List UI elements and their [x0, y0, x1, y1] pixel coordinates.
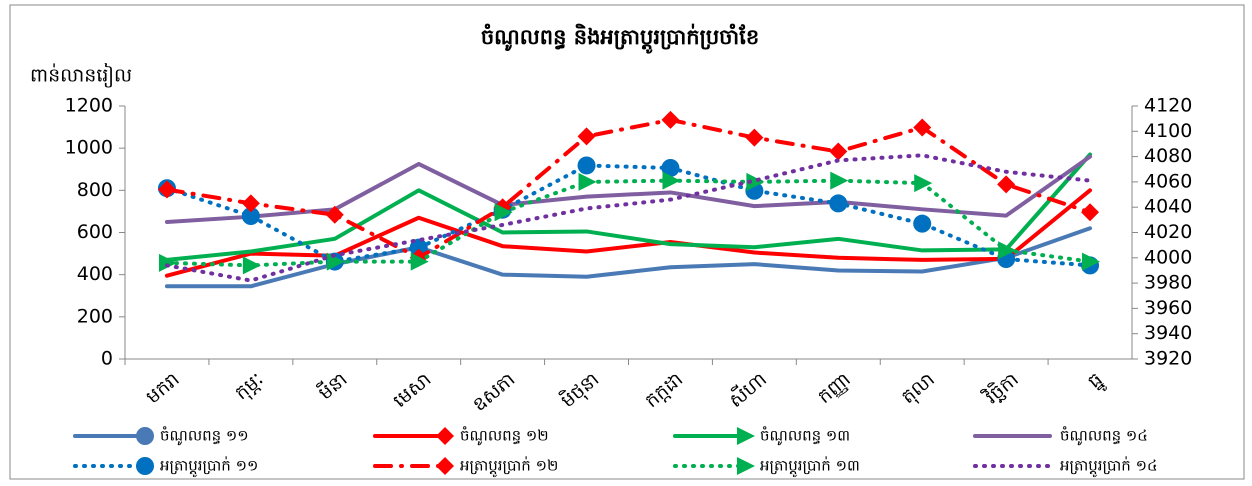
- legend-label: អត្រាប្តូរប្រាក់ ១២: [460, 456, 558, 478]
- marker: [577, 127, 596, 146]
- marker: [436, 457, 454, 475]
- series-line: [164, 153, 1093, 283]
- marker: [136, 427, 154, 445]
- marker: [494, 203, 513, 222]
- marker: [242, 256, 261, 275]
- legend-label: ចំណូលពន្ធ ១៣: [760, 426, 850, 446]
- y2-tick-label: 3960: [1144, 297, 1192, 319]
- y-tick-label: 600: [77, 221, 113, 243]
- marker: [737, 457, 755, 475]
- series-line: [164, 188, 1093, 278]
- marker: [661, 110, 680, 129]
- series-line: [164, 154, 1093, 224]
- marker: [913, 214, 932, 233]
- series-line: [164, 163, 1093, 268]
- marker: [436, 427, 454, 445]
- marker: [661, 158, 680, 177]
- y-tick-label: 800: [77, 179, 113, 201]
- marker: [157, 180, 176, 199]
- y2-tick-label: 4060: [1144, 170, 1192, 192]
- y2-tick-label: 4040: [1144, 196, 1192, 218]
- chart-title: ចំណូលពន្ធ និងអត្រាប្តូរប្រាក់ប្រចាំខែ: [481, 23, 759, 54]
- y2-tick-label: 4080: [1144, 145, 1192, 167]
- legend-label: ចំណូលពន្ធ ១៤: [1060, 426, 1148, 446]
- marker: [745, 128, 764, 147]
- marker: [241, 194, 260, 213]
- marker: [746, 172, 765, 191]
- legend-label: ចំណូលពន្ធ ១១: [160, 426, 249, 446]
- chart-frame: [9, 4, 1245, 480]
- y-tick-label: 1000: [65, 137, 113, 159]
- y-tick-label: 200: [77, 305, 113, 327]
- y2-tick-label: 4100: [1144, 120, 1192, 142]
- legend-label: អត្រាប្តូរប្រាក់ ១៣: [760, 456, 860, 478]
- marker: [913, 118, 932, 137]
- marker: [241, 207, 260, 226]
- marker: [829, 194, 848, 213]
- marker: [1082, 252, 1101, 271]
- marker: [409, 238, 428, 257]
- marker: [662, 171, 681, 190]
- marker: [577, 156, 596, 175]
- marker: [578, 172, 597, 191]
- series-line: [164, 178, 1093, 268]
- y2-tick-label: 3940: [1144, 322, 1192, 344]
- marker: [914, 174, 933, 193]
- legend-label: អត្រាប្តូរប្រាក់ ១១: [160, 456, 258, 478]
- y2-tick-label: 4120: [1144, 95, 1192, 117]
- marker: [325, 205, 344, 224]
- y-tick-label: 400: [77, 263, 113, 285]
- y2-tick-label: 4000: [1144, 246, 1192, 268]
- marker: [136, 457, 154, 475]
- series-line: [164, 117, 1093, 260]
- series-line: [164, 226, 1093, 289]
- marker: [1081, 203, 1100, 222]
- legend-label: ចំណូលពន្ធ ១២: [460, 426, 549, 446]
- y-axis-label: ពាន់លានរៀល: [30, 63, 132, 89]
- marker: [410, 252, 429, 271]
- y2-tick-label: 4020: [1144, 221, 1192, 243]
- marker: [829, 142, 848, 161]
- marker: [998, 241, 1017, 260]
- y-tick-label: 1200: [65, 95, 113, 117]
- marker: [830, 171, 849, 190]
- marker: [737, 427, 755, 445]
- marker: [158, 253, 177, 272]
- y-tick-label: 0: [101, 348, 113, 370]
- y2-tick-label: 3920: [1144, 348, 1192, 370]
- marker: [997, 175, 1016, 194]
- y2-tick-label: 3980: [1144, 272, 1192, 294]
- legend-label: អត្រាប្តូរប្រាក់ ១៤: [1060, 456, 1158, 478]
- marker: [326, 252, 345, 271]
- series-line: [164, 152, 1093, 262]
